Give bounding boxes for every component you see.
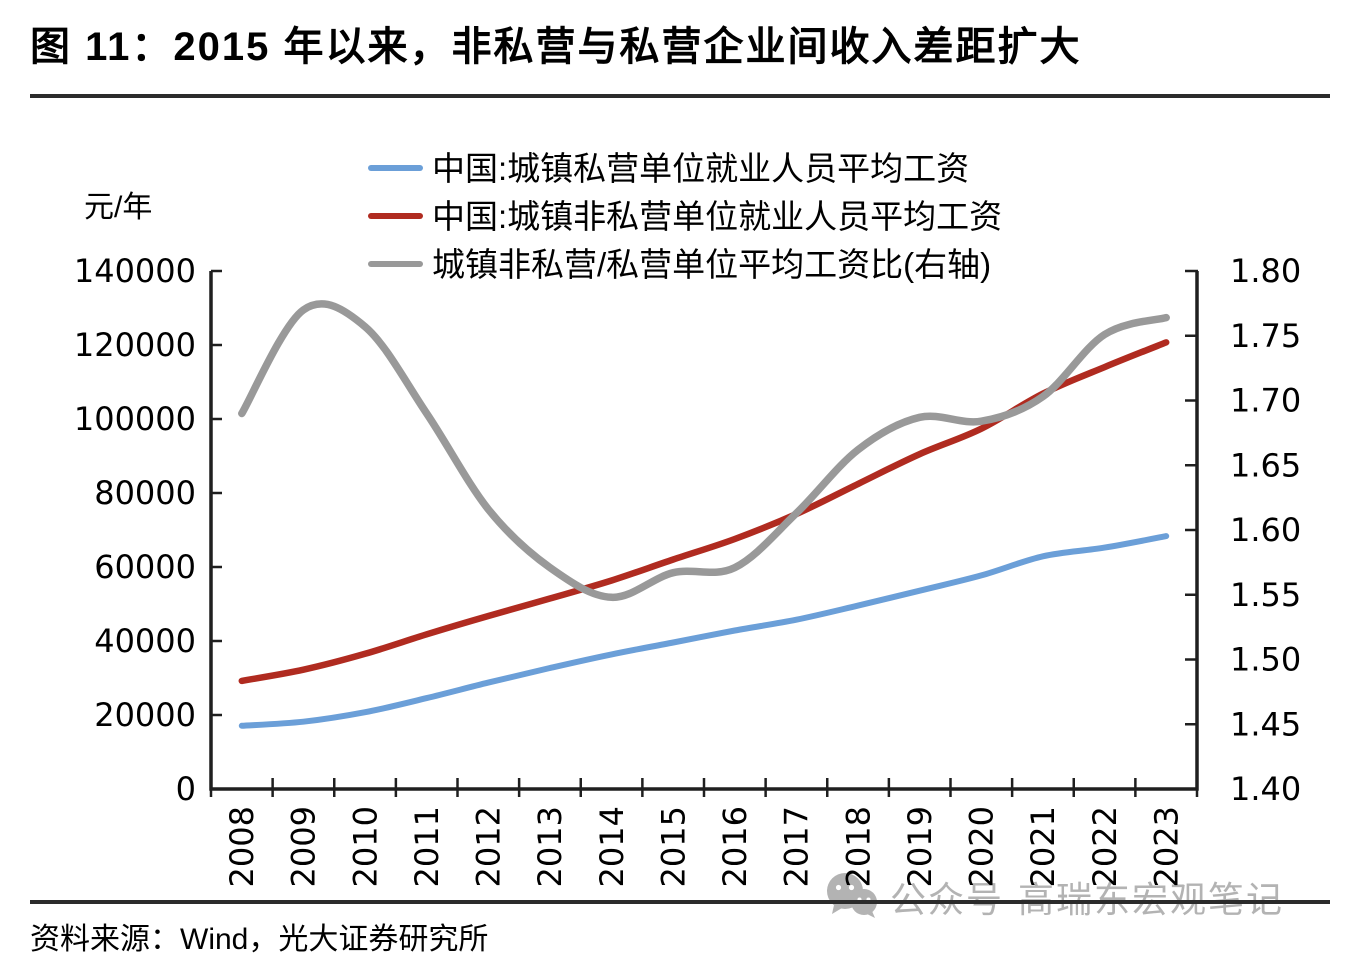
x-axis-tick-label: 2020 (963, 806, 1001, 887)
y-axis-left-tick-label: 100000 (74, 400, 196, 438)
y-axis-right-tick-label: 1.50 (1230, 641, 1301, 679)
x-axis-tick-label: 2009 (285, 806, 323, 887)
x-axis-tick-label: 2019 (901, 806, 939, 887)
y-axis-left-tick-label: 120000 (74, 326, 196, 364)
watermark: 公众号·高瑞东宏观笔记 (824, 870, 1284, 924)
y-axis-right-tick-label: 1.60 (1230, 511, 1301, 549)
y-axis-right-tick-label: 1.65 (1230, 446, 1301, 484)
y-axis-left-tick-label: 40000 (94, 622, 196, 660)
axis-unit-label: 元/年 (84, 191, 153, 224)
page-title: 图 11：2015 年以来，非私营与私营企业间收入差距扩大 (30, 25, 1082, 69)
bottom-rule (30, 900, 1330, 904)
legend-swatch-private-blue (368, 165, 423, 171)
x-axis-tick-label: 2023 (1147, 806, 1185, 887)
legend-swatch-nonprivate-red (368, 213, 423, 219)
legend-label: 城镇非私营/私营单位平均工资比(右轴) (432, 245, 992, 283)
legend-swatch-ratio-gray (368, 261, 423, 267)
watermark-text: 公众号·高瑞东宏观笔记 (890, 879, 1284, 920)
series-line-1 (238, 339, 1170, 685)
source-text: 资料来源：Wind，光大证券研究所 (30, 923, 489, 956)
x-axis-tick-label: 2021 (1024, 806, 1062, 887)
x-axis-tick-label: 2017 (778, 806, 816, 887)
legend-item-wage-ratio: 城镇非私营/私营单位平均工资比(右轴) (368, 247, 1002, 281)
top-rule (30, 94, 1330, 98)
series-line-0 (238, 533, 1170, 729)
x-axis-tick-label: 2011 (408, 806, 446, 887)
y-axis-left-tick-label: 0 (176, 770, 196, 808)
legend-item-nonprivate-wage: 中国:城镇非私营单位就业人员平均工资 (368, 199, 1002, 233)
legend-label: 中国:城镇非私营单位就业人员平均工资 (432, 197, 1003, 235)
y-axis-right-tick-label: 1.80 (1230, 252, 1301, 290)
legend-item-private-wage: 中国:城镇私营单位就业人员平均工资 (368, 151, 1002, 185)
x-axis-tick-label: 2015 (654, 806, 692, 887)
y-axis-left-tick-label: 20000 (94, 696, 196, 734)
y-axis-right-tick-label: 1.70 (1230, 382, 1301, 420)
x-axis-tick-label: 2008 (223, 806, 261, 887)
x-axis-tick-label: 2016 (716, 806, 754, 887)
y-axis-right-tick-label: 1.45 (1230, 705, 1301, 743)
y-axis-left-tick-label: 140000 (74, 252, 196, 290)
x-axis-tick-label: 2013 (531, 806, 569, 887)
y-axis-left-tick-label: 80000 (94, 474, 196, 512)
x-axis-tick-label: 2014 (593, 806, 631, 887)
y-axis-left-tick-label: 60000 (94, 548, 196, 586)
series-line-2 (238, 300, 1170, 602)
y-axis-right-tick-label: 1.40 (1230, 770, 1301, 808)
legend-label: 中国:城镇私营单位就业人员平均工资 (432, 149, 970, 187)
x-axis-tick-label: 2010 (346, 806, 384, 887)
x-axis-tick-label: 2022 (1086, 806, 1124, 887)
x-axis-tick-label: 2018 (839, 806, 877, 887)
y-axis-right-tick-label: 1.55 (1230, 576, 1301, 614)
y-axis-right-tick-label: 1.75 (1230, 317, 1301, 355)
legend: 中国:城镇私营单位就业人员平均工资 中国:城镇非私营单位就业人员平均工资 城镇非… (368, 151, 1002, 295)
x-axis-tick-label: 2012 (470, 806, 508, 887)
